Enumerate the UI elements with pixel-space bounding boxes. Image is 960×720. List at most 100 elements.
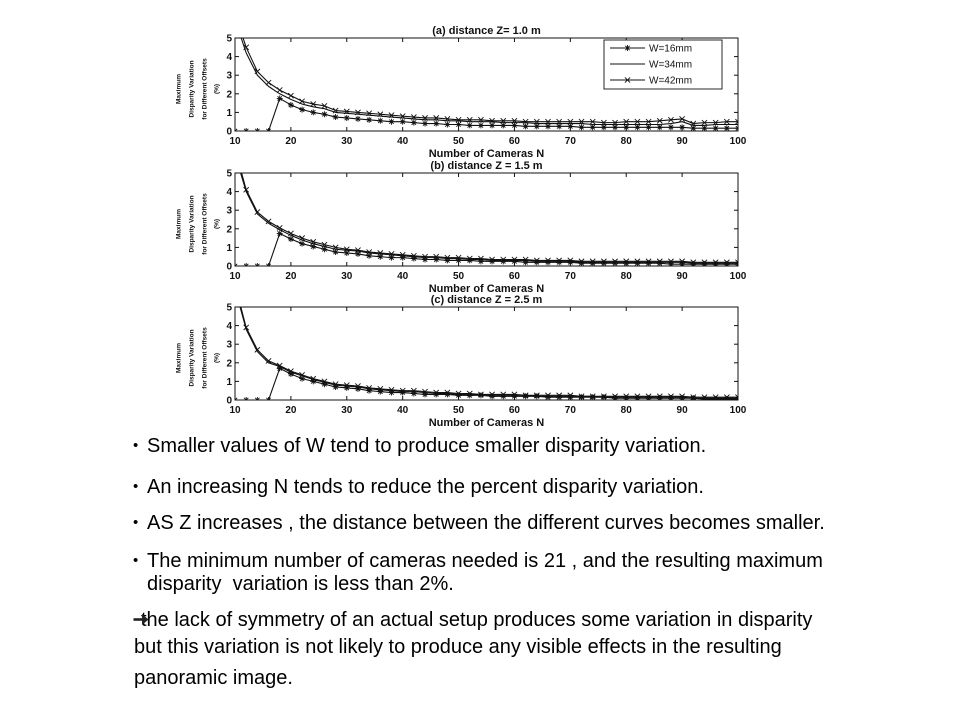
series-line-asterisk [235, 232, 738, 266]
data-point-asterisk [623, 260, 630, 266]
data-point-asterisk [477, 122, 484, 129]
data-point-asterisk [477, 392, 484, 399]
data-point-asterisk [321, 111, 328, 118]
data-point-asterisk [522, 259, 529, 266]
data-point-x [321, 102, 328, 109]
data-point-asterisk [679, 395, 686, 400]
data-point-asterisk [556, 123, 563, 130]
y-tick-label: 5 [226, 303, 232, 314]
chart-title: (c) distance Z = 2.5 m [431, 294, 543, 306]
x-tick-label: 10 [229, 136, 241, 147]
data-point-asterisk [533, 259, 540, 266]
data-point-asterisk [589, 260, 596, 266]
data-point-asterisk [466, 122, 473, 129]
data-point-x [623, 258, 630, 265]
data-point-x [332, 381, 339, 388]
data-point-asterisk [656, 260, 663, 266]
y-tick-label: 2 [226, 358, 232, 369]
y-tick-label: 3 [226, 340, 232, 351]
y-tick-label: 1 [226, 108, 232, 119]
data-point-asterisk [723, 125, 730, 131]
data-point-asterisk [667, 395, 674, 400]
data-point-x [276, 224, 283, 231]
data-point-x [545, 118, 551, 125]
data-point-asterisk [477, 258, 484, 265]
legend-label: W=42mm [649, 76, 692, 87]
note-text-line: the lack of symmetry of an actual setup … [141, 609, 813, 631]
data-point-asterisk [589, 124, 596, 131]
data-point-asterisk [276, 230, 283, 237]
data-point-asterisk [466, 257, 473, 264]
data-point-x [712, 394, 719, 400]
data-point-asterisk [343, 249, 350, 256]
data-point-asterisk [612, 395, 619, 400]
x-tick-label: 100 [730, 271, 747, 282]
data-point-x [254, 68, 261, 75]
data-point-x [355, 383, 361, 389]
data-point-x [489, 117, 496, 124]
data-point-asterisk [645, 395, 652, 400]
data-point-asterisk [343, 114, 350, 121]
y-axis-label-line: Disparity Variation [189, 329, 196, 386]
x-tick-label: 20 [285, 136, 297, 147]
data-point-asterisk [254, 397, 261, 400]
data-point-x [623, 118, 630, 125]
data-point-x [265, 218, 272, 225]
data-point-asterisk [276, 95, 283, 102]
data-point-asterisk [422, 391, 429, 398]
data-point-x [477, 255, 484, 262]
data-point-asterisk [489, 393, 496, 400]
data-point-asterisk [243, 263, 250, 266]
data-point-asterisk [544, 123, 551, 130]
data-point-asterisk [354, 250, 361, 257]
data-point-x [410, 252, 417, 259]
data-point-x [343, 382, 350, 389]
data-point-asterisk [399, 389, 406, 396]
data-point-x [388, 112, 395, 119]
data-point-asterisk [366, 252, 373, 259]
data-point-x [668, 393, 674, 400]
arrow-head [142, 614, 149, 625]
data-point-x [600, 119, 607, 126]
data-point-x [645, 118, 652, 125]
data-point-asterisk [500, 393, 507, 400]
data-point-x [355, 247, 361, 254]
data-point-x [679, 115, 686, 122]
arrow-shaft [133, 618, 144, 621]
bullet-continuation: disparity variation is less than 2%. [133, 572, 454, 596]
data-point-x [433, 389, 440, 396]
data-point-asterisk [310, 243, 317, 250]
x-tick-label: 70 [565, 136, 577, 147]
data-point-asterisk [410, 119, 417, 126]
data-point-asterisk [254, 128, 261, 131]
data-point-asterisk [578, 394, 585, 400]
plot-area [235, 307, 738, 400]
data-point-x [366, 110, 373, 117]
data-point-asterisk [299, 375, 306, 382]
data-point-asterisk [444, 121, 451, 128]
data-point-x [522, 256, 529, 263]
bullet-text: The minimum number of cameras needed is … [147, 550, 823, 572]
data-point-x [388, 250, 395, 257]
chart-b: (b) distance Z = 1.5 m Maximum Disparity V… [176, 160, 747, 295]
y-axis-label-line: for Different Offsets [202, 193, 209, 255]
y-tick-label: 4 [226, 321, 232, 332]
data-point-asterisk [433, 391, 440, 398]
data-point-x [399, 387, 406, 394]
legend-label: W=16mm [649, 44, 692, 55]
data-point-asterisk [634, 395, 641, 400]
series-line-none [240, 173, 738, 264]
data-point-x [679, 258, 686, 265]
data-point-asterisk [254, 263, 261, 266]
data-point-x [422, 253, 428, 260]
bullet-item: • Smaller values of W tend to produce sm… [133, 434, 706, 458]
data-point-x [377, 250, 384, 256]
data-point-x [287, 92, 294, 99]
data-point-x [466, 255, 473, 262]
data-point-x [589, 393, 596, 400]
plot-area [235, 38, 738, 131]
data-point-asterisk [500, 258, 507, 265]
data-point-asterisk [399, 118, 406, 125]
x-tick-label: 80 [621, 271, 633, 282]
y-axis-label-line: Maximum [176, 209, 183, 239]
